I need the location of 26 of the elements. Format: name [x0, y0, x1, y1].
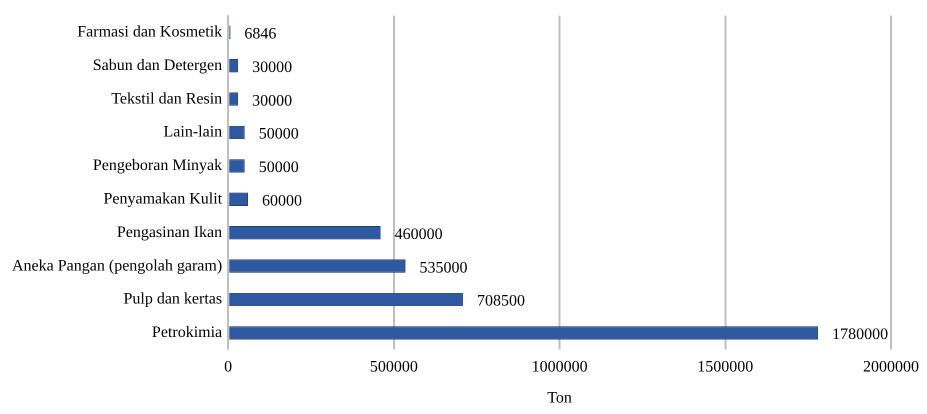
x-tick-label: 0	[224, 358, 232, 376]
data-label: 6846	[244, 26, 276, 43]
y-tick-label: Pengasinan Ikan	[116, 224, 222, 241]
y-tick-label: Tekstil dan Resin	[111, 90, 222, 108]
data-label: 30000	[252, 58, 292, 76]
y-tick-label: Aneka Pangan (pengolah garam)	[12, 257, 222, 274]
data-label: 50000	[258, 159, 299, 176]
x-tick-label: 500000	[370, 358, 418, 376]
data-label: 708500	[476, 292, 525, 310]
x-tick-label: 1500000	[697, 358, 754, 376]
y-tick-label: Lain-lain	[164, 124, 222, 141]
y-tick-label: Pulp dan kertas	[123, 290, 222, 308]
y-tick-label: Sabun dan Detergen	[92, 56, 222, 74]
x-tick-label: 1000000	[532, 358, 588, 376]
y-tick-label: Penyamakan Kulit	[104, 190, 223, 208]
y-tick-label: Petrokimia	[152, 324, 222, 342]
data-label: 30000	[252, 92, 292, 110]
x-tick-label: 2000000	[863, 358, 919, 376]
data-label: 50000	[258, 126, 299, 143]
data-label: 460000	[394, 226, 443, 243]
data-label: 60000	[262, 192, 302, 210]
data-label: 1780000	[832, 326, 888, 344]
data-label: 535000	[419, 259, 468, 276]
y-tick-label: Farmasi dan Kosmetik	[77, 24, 222, 41]
y-tick-label: Pengeboran Minyak	[92, 157, 222, 174]
x-axis-title: Ton	[547, 390, 572, 407]
